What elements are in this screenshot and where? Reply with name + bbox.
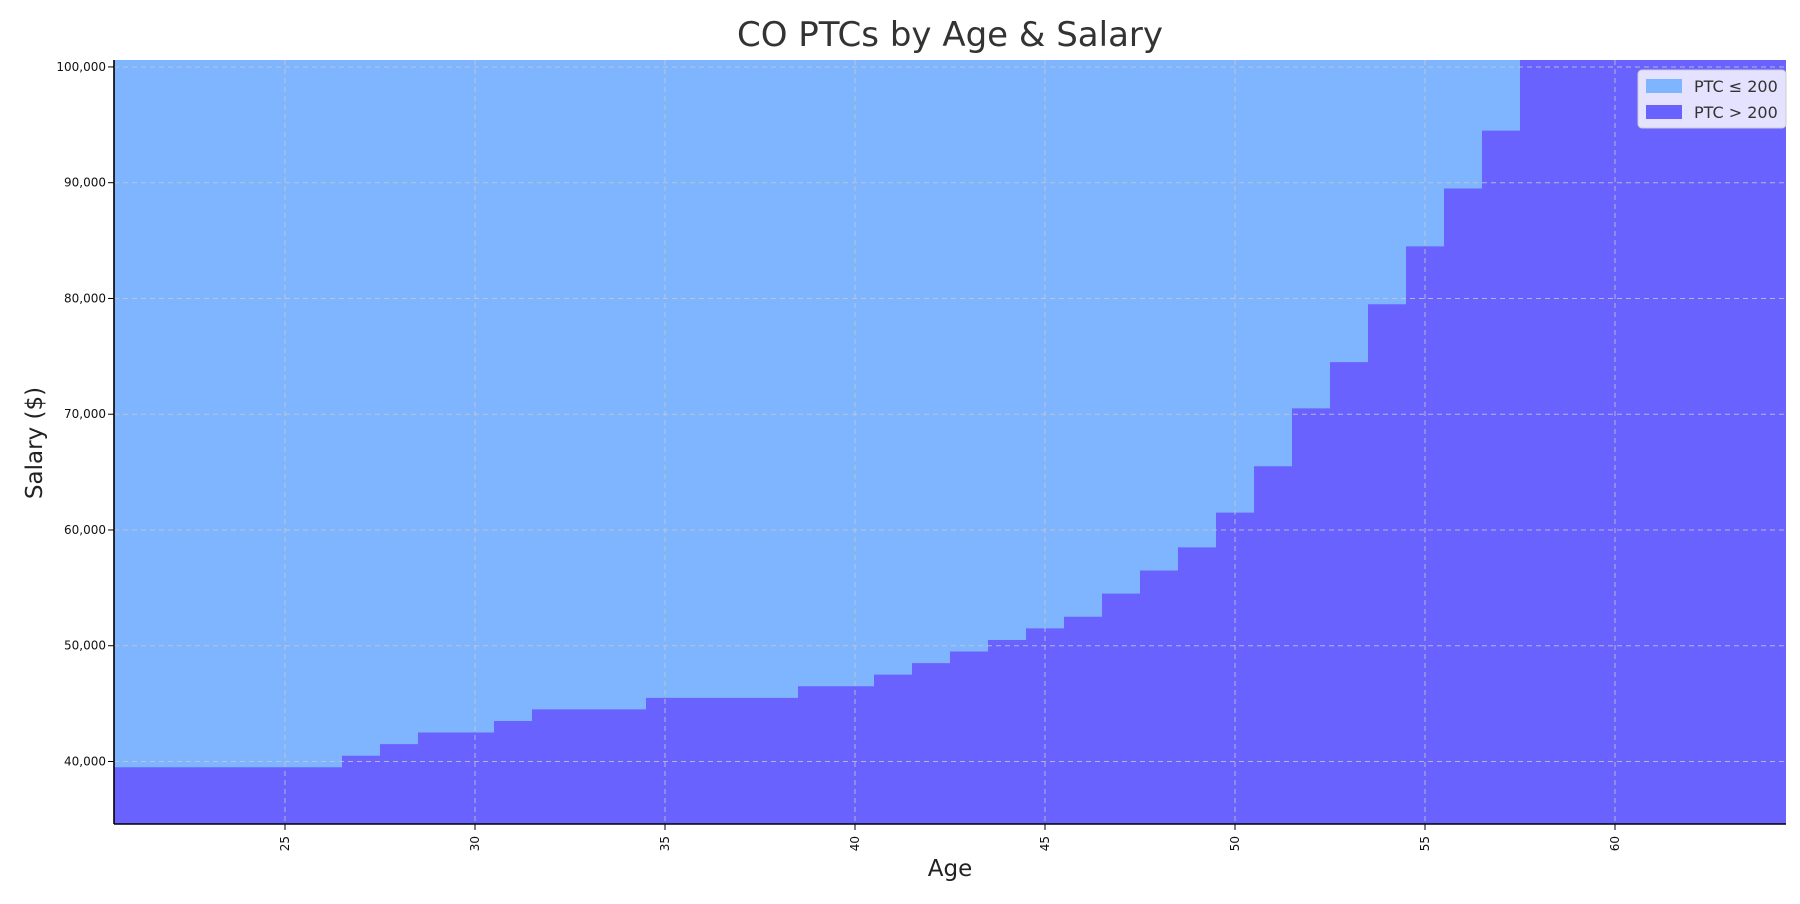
y-tick-label: 70,000 — [64, 407, 106, 421]
y-axis-label: Salary ($) — [22, 387, 48, 499]
y-tick-label: 90,000 — [64, 176, 106, 190]
area-ptc-gt-200 — [114, 60, 1786, 824]
legend-swatch — [1646, 79, 1682, 93]
x-tick-label: 45 — [1038, 836, 1052, 851]
legend: PTC ≤ 200 PTC > 200 — [1637, 69, 1787, 129]
grid — [114, 60, 1786, 824]
legend-label: PTC ≤ 200 — [1694, 77, 1778, 96]
y-tick-label: 60,000 — [64, 523, 106, 537]
x-tick-label: 55 — [1418, 836, 1432, 851]
legend-swatch — [1646, 105, 1682, 119]
axes: 25 30 35 40 45 50 55 60 40,000 50,000 60,000 70,000… — [56, 60, 1786, 851]
x-tick-label: 60 — [1608, 836, 1622, 851]
x-tick-label: 40 — [848, 836, 862, 851]
legend-label: PTC > 200 — [1694, 103, 1778, 122]
x-tick-label: 25 — [278, 836, 292, 851]
y-tick-label: 100,000 — [56, 60, 106, 74]
x-tick-label: 35 — [658, 836, 672, 851]
y-tick-label: 50,000 — [64, 639, 106, 653]
x-tick-label: 30 — [468, 836, 482, 851]
chart-title: CO PTCs by Age & Salary — [737, 15, 1163, 55]
x-tick-label: 50 — [1228, 836, 1242, 851]
y-tick-label: 80,000 — [64, 291, 106, 305]
plot-area — [114, 60, 1786, 824]
x-axis-label: Age — [928, 856, 972, 882]
y-tick-label: 40,000 — [64, 754, 106, 768]
